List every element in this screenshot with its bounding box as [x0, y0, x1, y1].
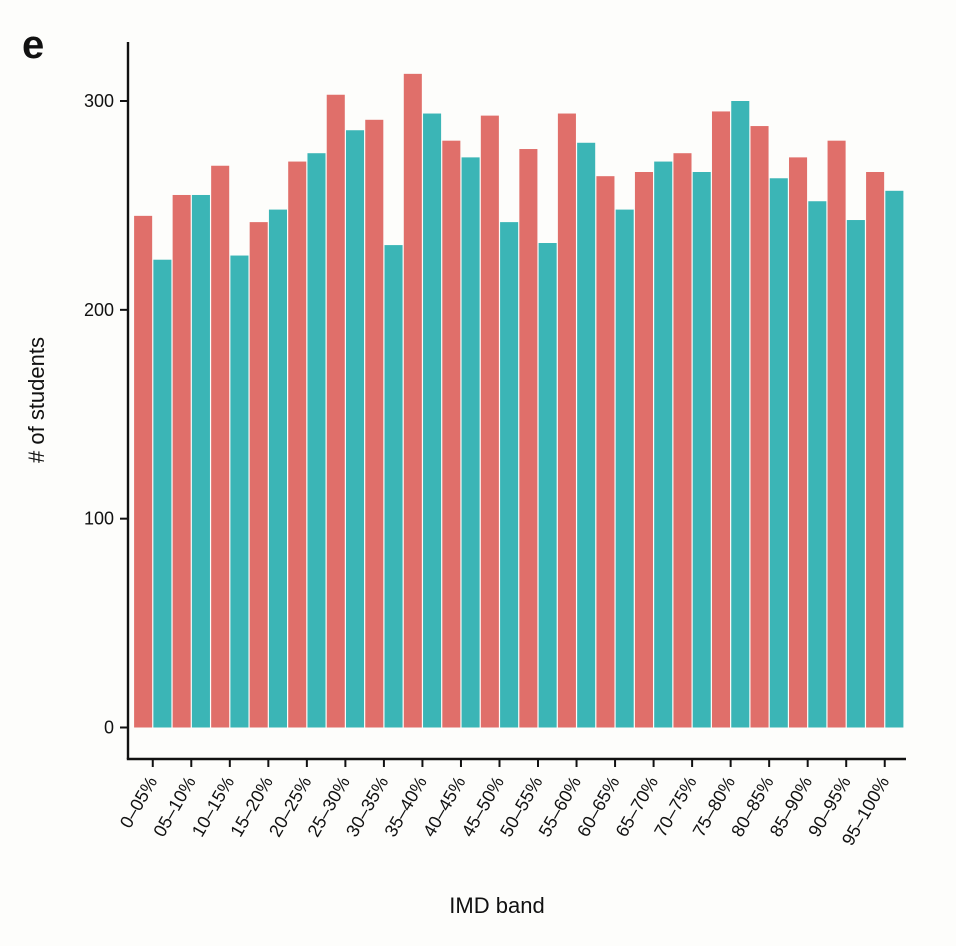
bar-series-1-0: [134, 215, 153, 728]
bar-series-2-18: [846, 220, 865, 728]
bar-series-1-3: [249, 222, 268, 728]
bar-series-2-6: [384, 245, 403, 728]
bar-series-1-2: [211, 165, 230, 728]
bars-group: [134, 73, 904, 728]
bar-series-2-15: [731, 101, 750, 728]
y-tick-label: 300: [84, 91, 114, 111]
bar-series-2-13: [654, 161, 673, 728]
bar-series-1-14: [673, 153, 692, 728]
bar-series-1-12: [596, 176, 615, 728]
x-axis-title: IMD band: [449, 893, 544, 918]
bar-series-2-3: [268, 209, 287, 728]
bar-series-2-2: [230, 255, 249, 728]
bar-series-1-7: [403, 73, 422, 728]
bar-series-2-5: [345, 130, 365, 728]
bar-series-1-13: [634, 172, 653, 728]
bar-series-2-0: [153, 259, 172, 728]
bar-series-2-11: [577, 142, 596, 728]
bar-series-2-10: [538, 243, 557, 728]
bar-series-2-12: [615, 209, 634, 728]
bar-series-1-10: [519, 149, 538, 728]
bar-series-1-15: [711, 111, 731, 728]
bar-series-2-4: [307, 153, 326, 728]
bar-series-2-9: [500, 222, 519, 728]
bar-series-2-14: [692, 172, 711, 728]
panel-label: e: [22, 23, 44, 67]
y-tick-label: 100: [84, 509, 114, 529]
bar-series-2-7: [423, 113, 442, 728]
bar-series-1-8: [442, 140, 461, 728]
bar-series-2-8: [461, 157, 480, 728]
bar-series-1-6: [365, 119, 384, 728]
bar-series-1-19: [866, 172, 885, 728]
bar-series-1-16: [750, 126, 769, 728]
y-axis-title: # of students: [24, 337, 49, 463]
bar-series-1-11: [557, 113, 576, 728]
bar-series-2-19: [885, 190, 904, 728]
bar-series-2-17: [808, 201, 827, 728]
bar-series-2-1: [191, 194, 210, 728]
bar-series-2-16: [769, 178, 788, 728]
bar-series-1-9: [480, 115, 499, 728]
bar-series-1-5: [326, 94, 345, 728]
x-axis: 0–05%05–10%10–15%15–20%20–25%25–30%30–35…: [116, 757, 906, 849]
y-tick-label: 0: [104, 718, 114, 738]
bar-series-1-1: [172, 194, 191, 728]
bar-series-1-4: [288, 161, 307, 728]
y-axis: 0 100 200 300: [84, 42, 130, 759]
bar-series-1-18: [827, 140, 846, 728]
bar-series-1-17: [789, 157, 808, 728]
y-tick-label: 200: [84, 300, 114, 320]
